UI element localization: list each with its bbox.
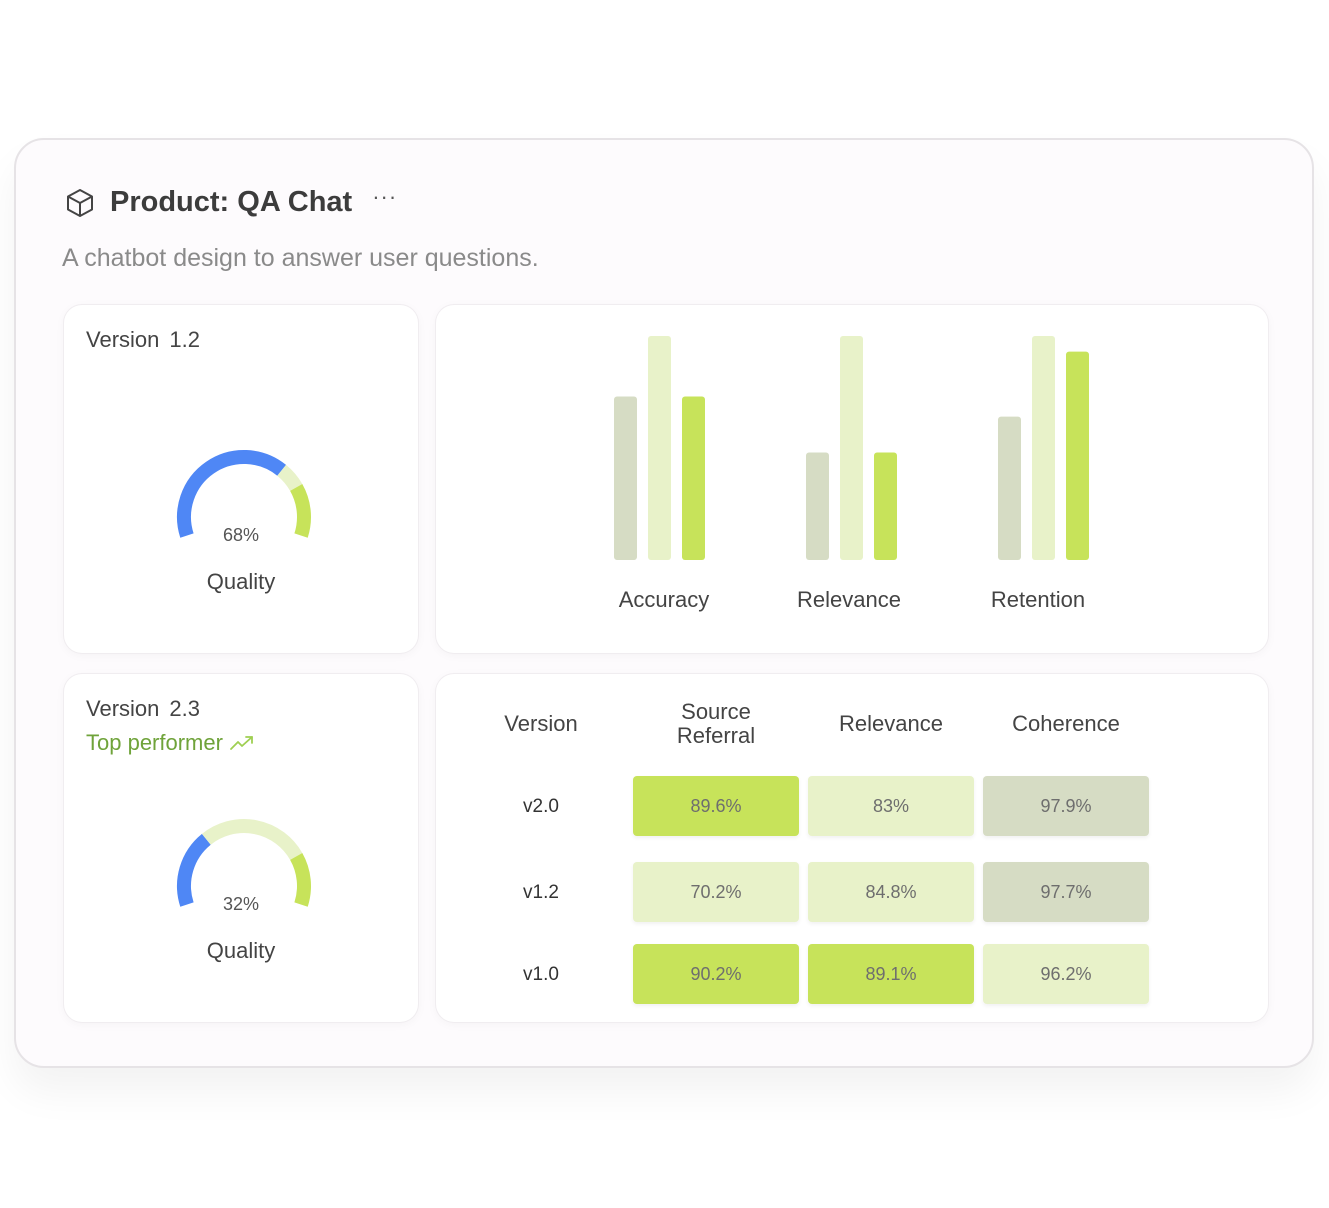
- metrics-table: Version Source Referral Relevance Coherence v…: [436, 674, 1268, 1022]
- bar-retention-series-2: [1032, 336, 1055, 560]
- table-cell[interactable]: 96.2%: [983, 944, 1149, 1004]
- quality-gauge-arcs: [177, 450, 311, 538]
- table-cell[interactable]: 83%: [808, 776, 974, 836]
- version-card-1[interactable]: Version 1.2 68% Quality: [64, 305, 418, 653]
- quality-percent: 32%: [222, 894, 260, 914]
- bar-category-label: Relevance: [797, 587, 901, 612]
- cube-icon: [67, 188, 93, 217]
- row-version-label: v1.2: [523, 882, 559, 903]
- table-cell[interactable]: 89.1%: [808, 944, 974, 1004]
- table-cell[interactable]: 90.2%: [633, 944, 799, 1004]
- bar-relevance-series-1: [806, 452, 829, 560]
- page-description: A chatbot design to answer user question…: [62, 244, 539, 272]
- top-performer-badge: Top performer: [86, 730, 255, 756]
- bar-relevance-series-3: [874, 452, 897, 560]
- row-version-label: v1.0: [523, 964, 559, 985]
- column-header: Source Referral: [631, 700, 801, 748]
- table-cell[interactable]: 97.7%: [983, 862, 1149, 922]
- bar-accuracy-series-1: [614, 396, 637, 560]
- bar-relevance-series-2: [840, 336, 863, 560]
- version-number: 2.3: [169, 696, 200, 721]
- trending-up-icon: [230, 736, 253, 750]
- bar-category-label: Retention: [990, 587, 1086, 612]
- version-number: 1.2: [169, 327, 200, 352]
- version-label: Version 1.2: [86, 327, 200, 352]
- gauge-arc-value: [177, 450, 287, 538]
- quality-percent: 68%: [222, 525, 260, 545]
- metrics-bar-chart: Accuracy Relevance Retention: [436, 305, 1268, 653]
- gauge-arc-end: [289, 852, 311, 907]
- column-header: Coherence: [981, 712, 1151, 736]
- table-cell[interactable]: 97.9%: [983, 776, 1149, 836]
- gauge-arc-end: [289, 483, 311, 538]
- column-header-line: Source: [681, 699, 751, 724]
- bar-retention-series-3: [1066, 351, 1089, 560]
- version-card-2[interactable]: Version 2.3 Top performer 32% Quality: [64, 674, 418, 1022]
- table-cell[interactable]: 89.6%: [633, 776, 799, 836]
- column-header-line: Referral: [676, 723, 756, 748]
- row-version-label: v2.0: [523, 796, 559, 817]
- column-header-line: Relevance: [839, 711, 943, 736]
- gauge-arc-remaining: [201, 819, 303, 861]
- table-cell[interactable]: 84.8%: [808, 862, 974, 922]
- card-header: Product: QA Chat ···: [64, 183, 398, 219]
- bar-category-label: Accuracy: [618, 587, 710, 612]
- page-title: Product: QA Chat: [110, 186, 353, 218]
- quality-gauge-arcs: [177, 819, 311, 907]
- column-header: Relevance: [806, 712, 976, 736]
- quality-gauge: [177, 450, 311, 538]
- bar-chart-plot: [614, 336, 1089, 560]
- version-label: Version 2.3: [86, 696, 200, 721]
- bar-accuracy-series-3: [682, 396, 705, 560]
- more-options-button[interactable]: ···: [372, 183, 398, 209]
- column-header-line: Coherence: [1012, 711, 1120, 736]
- gauge-arc-remaining: [277, 464, 303, 492]
- column-header: Version: [456, 712, 626, 736]
- product-card: Product: QA Chat ··· A chatbot design to…: [14, 138, 1314, 1068]
- column-header-line: Version: [504, 711, 578, 736]
- quality-label: Quality: [206, 569, 276, 594]
- bar-accuracy-series-2: [648, 336, 671, 560]
- gauge-arc-value: [177, 833, 211, 907]
- quality-gauge: [177, 819, 311, 907]
- bar-retention-series-1: [998, 416, 1021, 560]
- quality-label: Quality: [206, 938, 276, 963]
- table-cell[interactable]: 70.2%: [633, 862, 799, 922]
